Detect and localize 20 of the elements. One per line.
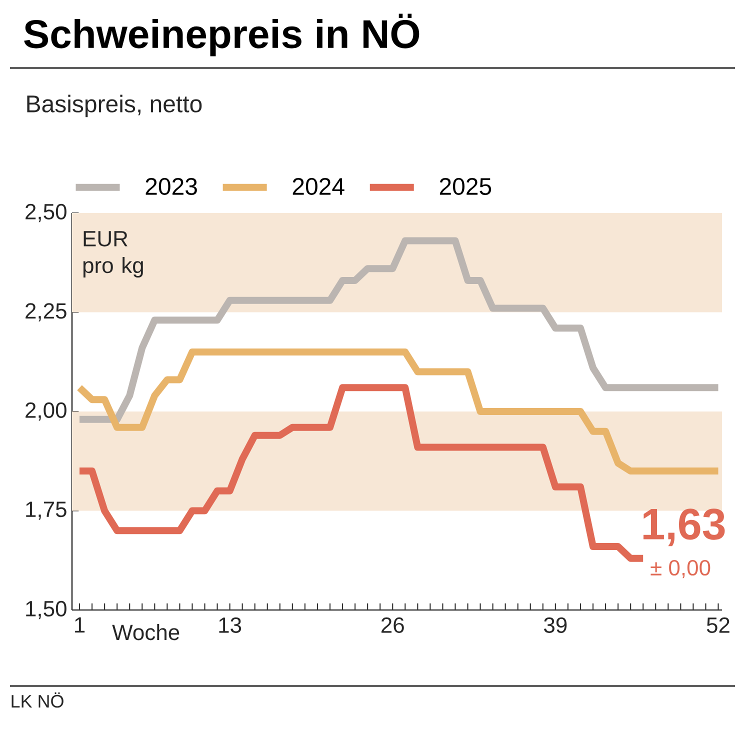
annotation: 1,63: [643, 508, 725, 546]
legend-label: 2024: [292, 178, 344, 195]
x-tick-label: 39: [544, 617, 567, 633]
y-tick-label: 2,50: [26, 204, 66, 222]
x-tick-label: 1: [75, 617, 85, 633]
y-tick-label: 2,25: [26, 303, 66, 322]
legend-label: 2025: [440, 178, 492, 195]
chart-title: Schweinepreis in NÖ: [24, 14, 420, 56]
text: LK NÖ: [12, 692, 64, 708]
x-axis-title: Woche: [112, 624, 180, 640]
x-tick-label: 13: [219, 617, 242, 633]
y-tick-label: 1,50: [26, 600, 66, 620]
y-axis-title: EUR pro kg: [83, 231, 143, 278]
y-tick-label: 1,75: [26, 502, 66, 520]
annotation: ± 0,00: [650, 560, 710, 578]
chart-subtitle: Basispreis, netto: [27, 94, 202, 118]
x-tick-label: 52: [706, 617, 730, 633]
legend-label: 2023: [146, 178, 197, 195]
y-tick-label: 2,00: [26, 402, 66, 421]
x-tick-label: 26: [381, 617, 404, 633]
